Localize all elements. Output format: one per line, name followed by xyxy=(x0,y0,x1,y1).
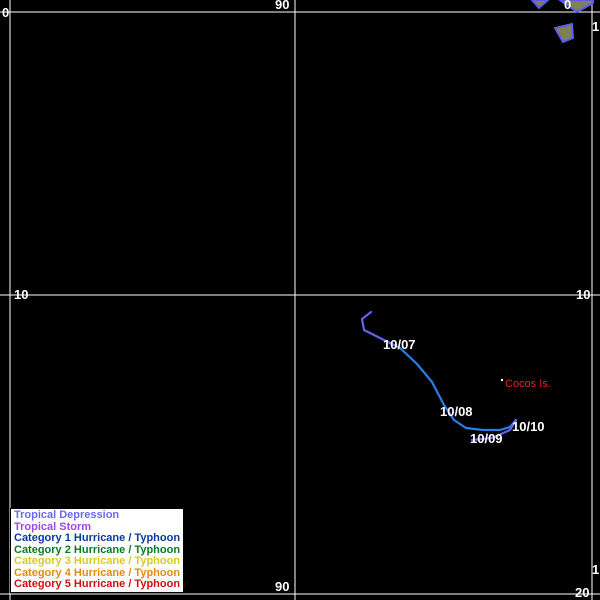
city-dot xyxy=(501,379,503,381)
city-label: Cocos Is. xyxy=(505,378,551,390)
axis-label: 1 xyxy=(592,19,599,34)
axis-label: 90 xyxy=(275,579,289,594)
legend-item: Tropical Depression xyxy=(14,510,180,522)
legend-item: Category 1 Hurricane / Typhoon xyxy=(14,533,180,545)
axis-label: 1 xyxy=(592,562,599,577)
map-canvas: Tropical DepressionTropical StormCategor… xyxy=(0,0,600,600)
landmass xyxy=(532,0,548,8)
track-date-label: 10/10 xyxy=(512,419,545,434)
legend-item: Category 5 Hurricane / Typhoon xyxy=(14,579,180,591)
track-date-label: 10/07 xyxy=(383,337,416,352)
axis-label: 0 xyxy=(2,5,9,20)
legend-box: Tropical DepressionTropical StormCategor… xyxy=(10,508,184,593)
axis-label: 90 xyxy=(275,0,289,12)
axis-label: 0 xyxy=(564,0,571,12)
axis-label: 10 xyxy=(14,287,28,302)
landmass xyxy=(555,24,573,42)
track-date-label: 10/08 xyxy=(440,404,473,419)
legend-item: Category 3 Hurricane / Typhoon xyxy=(14,556,180,568)
axis-label: 20 xyxy=(575,585,589,600)
axis-label: 10 xyxy=(576,287,590,302)
track-date-label: 10/09 xyxy=(470,431,503,446)
